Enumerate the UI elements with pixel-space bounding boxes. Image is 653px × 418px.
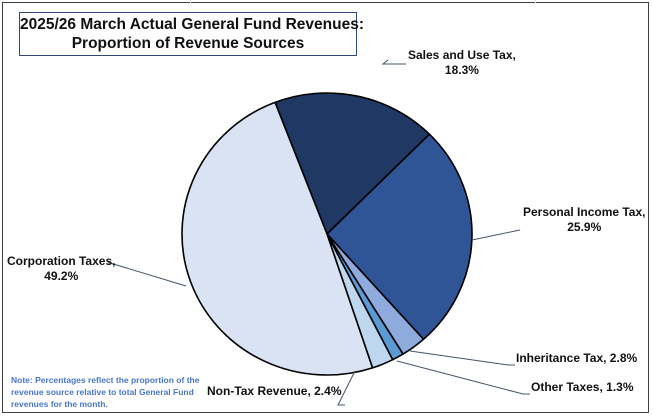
chart-subtitle: Proportion of Revenue Sources: [71, 35, 305, 52]
chart-title: 2025/26 March Actual General Fund Revenu…: [19, 12, 364, 56]
gridline: [535, 0, 536, 3]
leader-line-non-tax-revenue: [337, 370, 356, 406]
pie-slice-corporation-taxes: [181, 101, 374, 376]
leader-line-sales-and-use-tax: [381, 59, 406, 65]
data-label-non-tax-revenue: Non-Tax Revenue, 2.4%: [207, 384, 341, 399]
data-label-sales-and-use-tax: Sales and Use Tax, 18.3%: [408, 48, 516, 78]
data-label-value: 25.9%: [567, 220, 602, 234]
data-label-name: Inheritance Tax, 2.8%: [516, 351, 638, 365]
data-label-value: 49.2%: [44, 269, 79, 283]
leader-line-other-taxes: [396, 360, 530, 395]
data-label-value: 18.3%: [444, 63, 479, 77]
leader-line-inheritance-tax: [409, 350, 515, 366]
leader-line-personal-income-tax: [471, 229, 521, 241]
data-label-name: Corporation Taxes,: [7, 254, 116, 268]
data-label-name: Other Taxes, 1.3%: [531, 380, 634, 394]
data-label-personal-income-tax: Personal Income Tax, 25.9%: [523, 205, 646, 235]
data-label-other-taxes: Other Taxes, 1.3%: [531, 380, 634, 395]
data-label-corporation-taxes: Corporation Taxes, 49.2%: [7, 254, 115, 284]
data-label-name: Sales and Use Tax,: [408, 48, 516, 62]
leader-line-corporation-taxes: [108, 262, 187, 287]
data-label-name: Personal Income Tax,: [523, 205, 646, 219]
chart-title-line1: 2025/26 March Actual General Fund Revenu…: [20, 16, 364, 33]
data-label-inheritance-tax: Inheritance Tax, 2.8%: [516, 351, 637, 366]
pie-slice-personal-income-tax: [326, 133, 473, 341]
data-label-name: Non-Tax Revenue, 2.4%: [207, 384, 342, 398]
chart-note: Note: Percentages reflect the proportion…: [11, 375, 200, 409]
gridline: [190, 0, 191, 3]
